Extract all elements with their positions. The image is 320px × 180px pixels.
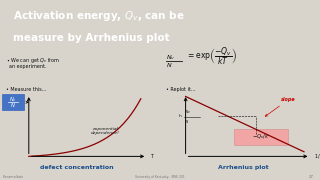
Text: • We can get $Q_v$ from: • We can get $Q_v$ from (6, 56, 61, 65)
Text: ln: ln (179, 114, 182, 118)
Text: • Measure this...: • Measure this... (6, 87, 47, 92)
Text: an experiment.: an experiment. (6, 64, 47, 69)
Text: $N_v$: $N_v$ (184, 109, 191, 116)
Text: Activation energy, $Q_v$, can be: Activation energy, $Q_v$, can be (13, 9, 185, 23)
Text: filename/date: filename/date (3, 175, 24, 179)
Text: slope: slope (281, 97, 295, 102)
Text: $1/T$: $1/T$ (314, 152, 320, 160)
Text: $N$: $N$ (166, 61, 173, 69)
Text: 27: 27 (308, 175, 314, 179)
Text: T: T (150, 154, 153, 159)
FancyBboxPatch shape (2, 94, 24, 110)
Text: measure by Arrhenius plot: measure by Arrhenius plot (13, 33, 169, 43)
Text: exponential
dependence!: exponential dependence! (91, 127, 120, 136)
Text: $= \exp\!\left(\dfrac{-Q_v}{kT}\right)$: $= \exp\!\left(\dfrac{-Q_v}{kT}\right)$ (186, 45, 236, 67)
FancyBboxPatch shape (234, 129, 288, 145)
Text: $N$: $N$ (184, 118, 189, 125)
Text: $N_v$: $N_v$ (9, 95, 17, 104)
Text: $N$: $N$ (10, 101, 16, 109)
Text: defect concentration: defect concentration (40, 165, 114, 170)
Text: $N_v$: $N_v$ (166, 53, 176, 62)
Text: $-Q_v/k$: $-Q_v/k$ (252, 132, 270, 141)
Text: Arrhenius plot: Arrhenius plot (218, 165, 268, 170)
Text: • Replot it...: • Replot it... (166, 87, 196, 92)
Text: University of Kentucky - MSE 201: University of Kentucky - MSE 201 (135, 175, 185, 179)
